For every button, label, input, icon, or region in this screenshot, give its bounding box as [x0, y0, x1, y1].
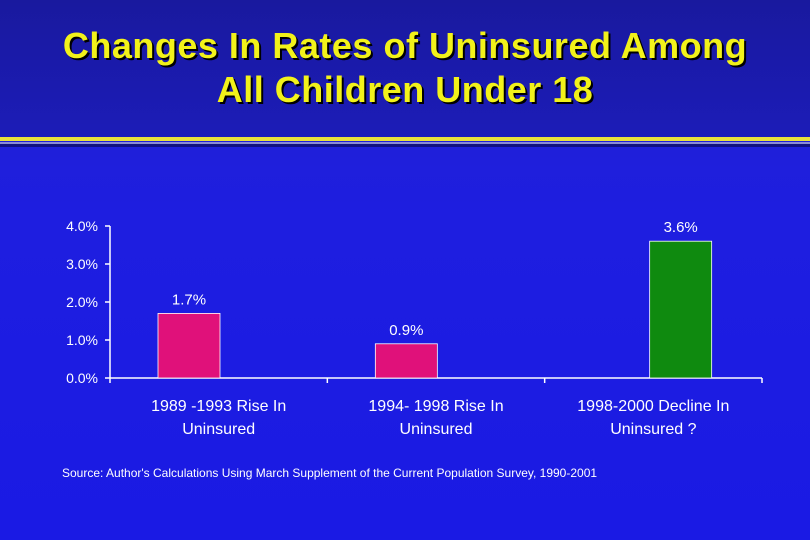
- bar: [157, 312, 221, 379]
- bar-value-label: 1.7%: [172, 291, 206, 308]
- title-line-2: All Children Under 18: [216, 69, 594, 110]
- slide-title: Changes In Rates of Uninsured Among All …: [0, 24, 810, 112]
- category-label: 1994- 1998 Rise In: [368, 398, 503, 415]
- category-label: 1998-2000 Decline In: [577, 398, 729, 415]
- bar-value-label: 3.6%: [664, 219, 698, 236]
- source-note: Source: Author's Calculations Using Marc…: [62, 466, 598, 480]
- y-tick-label: 2.0%: [66, 294, 98, 310]
- title-line-1: Changes In Rates of Uninsured Among: [62, 25, 748, 66]
- title-divider-gold: [0, 137, 810, 141]
- category-label: Uninsured: [400, 421, 473, 438]
- title-divider-light: [0, 142, 810, 144]
- y-tick-label: 4.0%: [66, 218, 98, 234]
- title-divider-dark: [0, 144, 810, 147]
- category-label: Uninsured: [182, 421, 255, 438]
- bar: [649, 240, 713, 379]
- y-tick-label: 0.0%: [66, 370, 98, 386]
- y-tick-label: 1.0%: [66, 332, 98, 348]
- category-label: Uninsured ?: [610, 421, 696, 438]
- y-tick-label: 3.0%: [66, 256, 98, 272]
- title-band: [0, 0, 810, 138]
- category-label: 1989 -1993 Rise In: [151, 398, 286, 415]
- bar-value-label: 0.9%: [389, 322, 423, 339]
- bar: [374, 343, 438, 379]
